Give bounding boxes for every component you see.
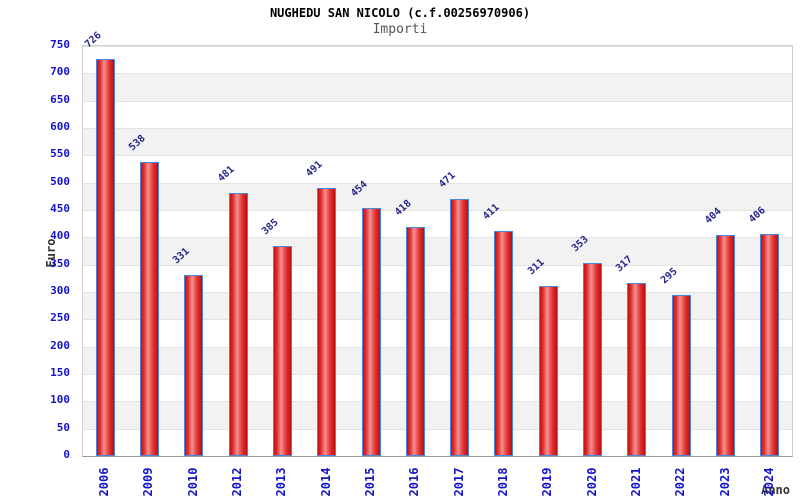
x-tick-label-2016: 2016: [407, 467, 421, 497]
bar-value-label: 481: [215, 163, 237, 185]
bar-2016: [406, 227, 425, 456]
gridline: [83, 210, 792, 211]
x-tick-label-2017: 2017: [452, 467, 466, 497]
shaded-band: [83, 237, 792, 265]
y-tick-label: 0: [63, 448, 70, 461]
gridline: [83, 292, 792, 293]
gridline: [83, 374, 792, 375]
gridline: [83, 128, 792, 129]
gridline: [83, 265, 792, 266]
x-tick-label-2024: 2024: [762, 467, 776, 497]
gridline: [83, 237, 792, 238]
bar-2015: [362, 208, 381, 456]
shaded-band: [83, 182, 792, 210]
bar-2022: [672, 295, 691, 456]
bar-2012: [229, 193, 248, 456]
x-tick-label-2022: 2022: [673, 467, 687, 497]
y-tick-label: 550: [50, 147, 70, 160]
x-tick-label-2010: 2010: [186, 467, 200, 497]
x-tick-label-2006: 2006: [97, 467, 111, 497]
y-tick-label: 350: [50, 257, 70, 270]
bar-2019: [539, 286, 558, 456]
y-tick-label: 150: [50, 366, 70, 379]
plot-area: 726 538 331 481 385 491 454 418 471 411 311 353 317 2…: [82, 30, 793, 457]
y-tick-label: 750: [50, 38, 70, 51]
x-axis-title: Anno: [761, 483, 790, 497]
bar-2018: [494, 231, 513, 456]
bar-2023: [716, 235, 735, 456]
bar-2024: [760, 234, 779, 456]
bar-2009: [140, 162, 159, 456]
gridline: [83, 183, 792, 184]
y-tick-label: 700: [50, 65, 70, 78]
bar-2014: [317, 188, 336, 456]
y-tick-label: 450: [50, 202, 70, 215]
gridline: [83, 429, 792, 430]
x-tick-label-2020: 2020: [585, 467, 599, 497]
y-tick-label: 100: [50, 393, 70, 406]
bar-2020: [583, 263, 602, 456]
y-tick-label: 400: [50, 229, 70, 242]
bar-2013: [273, 246, 292, 456]
y-tick-label: 200: [50, 339, 70, 352]
chart-subtitle: Importi: [372, 22, 428, 37]
gridline: [83, 46, 792, 47]
y-tick-label: 600: [50, 120, 70, 133]
x-tick-label-2012: 2012: [230, 467, 244, 497]
bar-2010: [184, 275, 203, 456]
gridline: [83, 319, 792, 320]
gridline: [83, 73, 792, 74]
x-tick-label-2021: 2021: [629, 467, 643, 497]
x-tick-label-2009: 2009: [141, 467, 155, 497]
x-tick-label-2014: 2014: [319, 467, 333, 497]
x-tick-label-2019: 2019: [540, 467, 554, 497]
x-tick-label-2023: 2023: [718, 467, 732, 497]
x-tick-label-2013: 2013: [274, 467, 288, 497]
chart-title: NUGHEDU SAN NICOLO (c.f.00256970906): [269, 6, 531, 20]
gridline: [83, 347, 792, 348]
y-tick-label: 500: [50, 175, 70, 188]
bar-2006: [96, 59, 115, 456]
shaded-band: [83, 73, 792, 101]
gridline: [83, 101, 792, 102]
x-tick-label-2018: 2018: [496, 467, 510, 497]
y-tick-label: 50: [56, 421, 70, 434]
bar-2017: [450, 199, 469, 456]
gridline: [83, 155, 792, 156]
gridline: [83, 401, 792, 402]
bar-2021: [627, 283, 646, 456]
y-tick-label: 300: [50, 284, 70, 297]
y-tick-label: 650: [50, 93, 70, 106]
shaded-band: [83, 128, 792, 156]
y-tick-label: 250: [50, 311, 70, 324]
x-tick-label-2015: 2015: [363, 467, 377, 497]
